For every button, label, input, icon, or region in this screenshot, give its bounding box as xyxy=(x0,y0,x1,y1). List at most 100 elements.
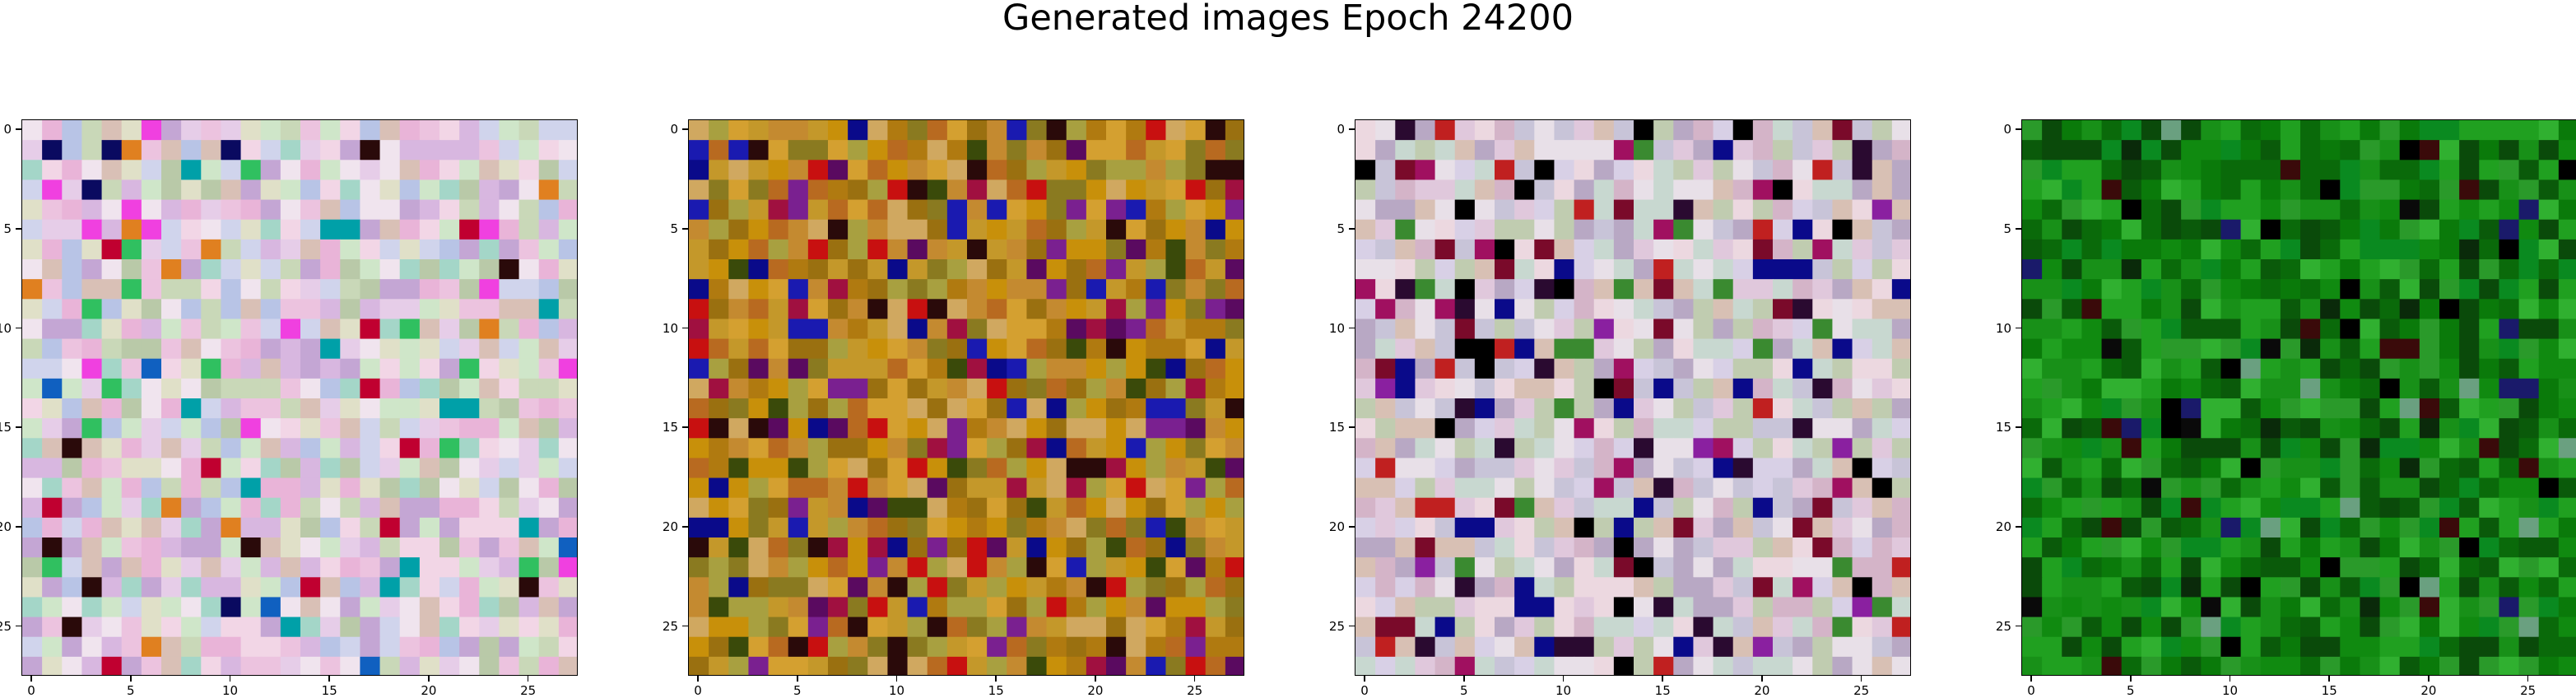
pixel-cell xyxy=(1395,577,1416,598)
y-tick-mark xyxy=(1349,426,1355,428)
pixel-cell xyxy=(558,418,577,439)
pixel-cell xyxy=(709,617,729,638)
pixel-cell xyxy=(828,477,849,499)
pixel-cell xyxy=(2141,398,2162,419)
pixel-cell xyxy=(2538,418,2560,439)
pixel-cell xyxy=(419,239,440,260)
y-tick-label: 0 xyxy=(1337,122,1345,137)
pixel-cell xyxy=(240,358,262,379)
pixel-cell xyxy=(2121,378,2142,399)
pixel-cell xyxy=(101,279,123,300)
pixel-cell xyxy=(1713,438,1734,459)
pixel-cell xyxy=(1474,160,1495,181)
pixel-cell xyxy=(709,597,729,618)
pixel-cell xyxy=(2538,199,2560,221)
pixel-cell xyxy=(2042,259,2062,280)
pixel-cell xyxy=(2379,537,2401,558)
pixel-cell xyxy=(1693,160,1714,181)
pixel-cell xyxy=(1474,120,1495,141)
pixel-cell xyxy=(1185,299,1207,320)
pixel-cell xyxy=(1812,378,1834,399)
pixel-cell xyxy=(1514,120,1535,141)
pixel-cell xyxy=(2419,458,2440,479)
pixel-cell xyxy=(1554,577,1575,598)
pixel-cell xyxy=(2459,199,2480,221)
pixel-cell xyxy=(1713,557,1734,578)
pixel-cell xyxy=(1225,458,1244,479)
pixel-cell xyxy=(2518,477,2540,499)
pixel-cell xyxy=(1454,378,1476,399)
pixel-cell xyxy=(2260,378,2281,399)
pixel-cell xyxy=(2042,577,2062,598)
pixel-cell xyxy=(2558,199,2576,221)
pixel-cell xyxy=(1891,617,1910,638)
pixel-cell xyxy=(1046,398,1067,419)
pixel-cell xyxy=(42,517,63,538)
pixel-cell xyxy=(2459,259,2480,280)
pixel-cell xyxy=(1891,636,1910,658)
y-tick-mark xyxy=(2016,526,2021,528)
pixel-cell xyxy=(439,438,460,459)
pixel-cell xyxy=(967,398,988,419)
pixel-cell xyxy=(2379,338,2401,360)
pixel-cell xyxy=(320,199,341,221)
pixel-cell xyxy=(379,577,401,598)
pixel-cell xyxy=(42,120,63,141)
pixel-cell xyxy=(181,656,202,675)
pixel-cell xyxy=(1495,219,1515,240)
pixel-cell xyxy=(459,497,480,519)
pixel-cell xyxy=(788,299,809,320)
pixel-cell xyxy=(1832,199,1853,221)
pixel-cell xyxy=(2499,160,2520,181)
pixel-cell xyxy=(221,140,242,161)
pixel-cell xyxy=(2280,636,2301,658)
pixel-cell xyxy=(1634,577,1654,598)
pixel-cell xyxy=(768,517,789,538)
pixel-cell xyxy=(1454,279,1476,300)
pixel-cell xyxy=(887,537,909,558)
pixel-cell xyxy=(1574,398,1595,419)
pixel-cell xyxy=(2240,517,2262,538)
pixel-cell xyxy=(2042,179,2062,201)
pixel-cell xyxy=(1812,537,1834,558)
pixel-cell xyxy=(689,378,709,399)
pixel-cell xyxy=(558,160,577,181)
pixel-cell xyxy=(2062,299,2083,320)
pixel-cell xyxy=(2518,140,2540,161)
y-tick-mark xyxy=(1349,228,1355,230)
pixel-cell xyxy=(2320,378,2341,399)
pixel-cell xyxy=(518,199,540,221)
pixel-cell xyxy=(1673,160,1695,181)
pixel-cell xyxy=(1066,497,1087,519)
pixel-cell xyxy=(709,219,729,240)
pixel-cell xyxy=(1832,418,1853,439)
pixel-cell xyxy=(1773,497,1793,519)
pixel-cell xyxy=(1514,378,1535,399)
pixel-cell xyxy=(2161,398,2182,419)
pixel-cell xyxy=(1634,199,1654,221)
pixel-cell xyxy=(2081,259,2103,280)
pixel-cell xyxy=(1454,497,1476,519)
pixel-cell xyxy=(867,418,889,439)
pixel-cell xyxy=(2280,338,2301,360)
pixel-cell xyxy=(1026,438,1048,459)
pixel-cell xyxy=(1106,140,1127,161)
pixel-cell xyxy=(2260,617,2281,638)
pixel-cell xyxy=(2081,597,2103,618)
pixel-cell xyxy=(1355,497,1376,519)
pixel-cell xyxy=(1495,140,1515,161)
pixel-cell xyxy=(479,219,500,240)
pixel-cell xyxy=(479,458,500,479)
pixel-cell xyxy=(459,656,480,675)
pixel-cell xyxy=(221,418,242,439)
pixel-cell xyxy=(2499,597,2520,618)
pixel-cell xyxy=(360,418,381,439)
pixel-cell xyxy=(2260,418,2281,439)
pixel-cell xyxy=(1126,140,1146,161)
pixel-cell xyxy=(260,199,281,221)
pixel-cell xyxy=(360,497,381,519)
pixel-cell xyxy=(499,239,520,260)
pixel-cell xyxy=(2240,259,2262,280)
pixel-cell xyxy=(1225,259,1244,280)
pixel-cell xyxy=(788,338,809,360)
